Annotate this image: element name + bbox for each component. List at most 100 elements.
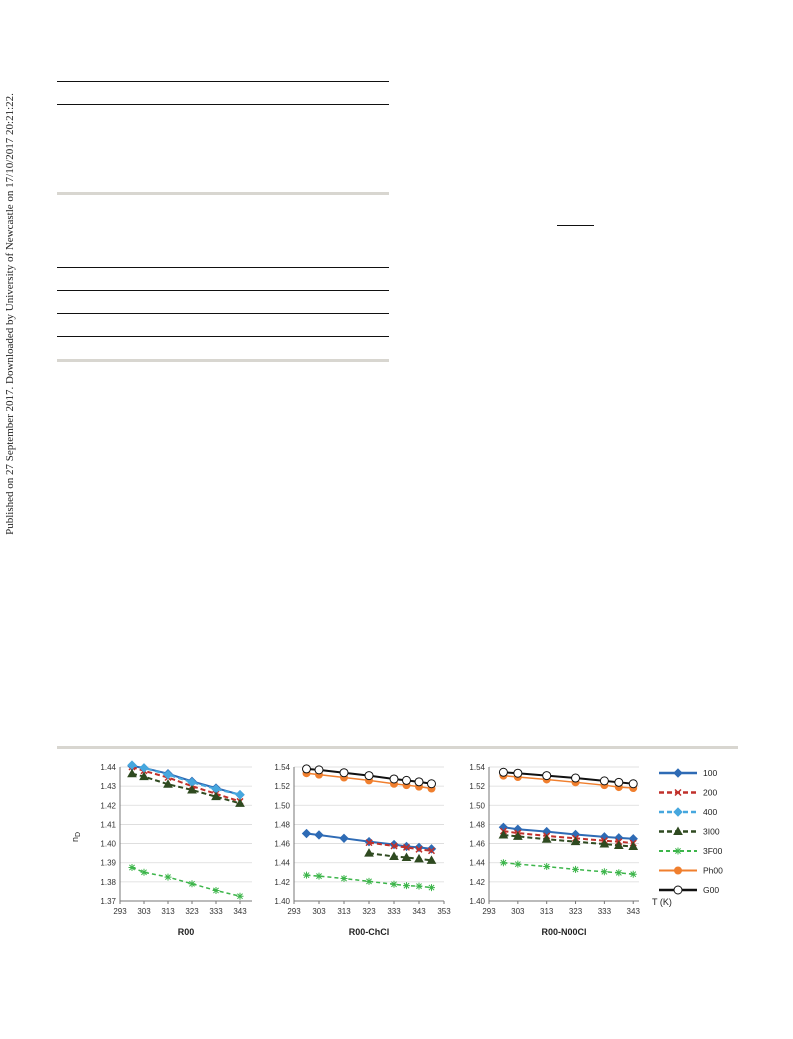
series-G00 [498,767,638,789]
series-line [131,766,241,803]
y-tick-label: 1.50 [469,801,485,810]
panel-2: 1.40 1.42 1.44 1.46 1.48 1.50 1.52 1.54 293 303 31… [274,763,451,937]
data-point [402,775,411,785]
legend-item-Ph00: Ph00 [659,866,723,876]
data-point [365,839,373,847]
y-tick-label: 1.40 [100,840,116,849]
legend-item-100: 100 [659,768,717,778]
legend-marker [673,807,683,817]
data-point [364,848,374,857]
data-point [140,868,148,876]
data-point [628,841,639,850]
y-tick-label: 1.40 [274,897,290,906]
data-point [498,829,509,839]
data-point [340,875,348,883]
series-3F00 [499,859,637,878]
legend-marker [674,847,682,855]
data-point [128,864,136,871]
data-point [401,852,412,861]
panel-1: 1.37 1.38 1.39 1.40 1.41 1.42 1.43 1.44 293 303 31… [100,760,252,937]
y-tick-label: 1.42 [100,801,116,810]
legend-item-3I00: 3I00 [659,826,720,837]
x-tick-label: 293 [482,907,496,916]
x-tick-label: 323 [569,907,583,916]
series-line [131,772,241,805]
legend-label: 400 [703,807,717,817]
data-point [235,790,245,800]
y-axis-label-main: n [70,837,80,842]
data-point [414,777,424,787]
legend: 100 200 400 3I00 3F00 Ph00 G00 [659,768,723,895]
series-200 [365,839,436,855]
data-point [427,779,436,789]
legend-label: G00 [703,885,719,895]
legend-label: 200 [703,788,717,798]
x-tick-label: 313 [337,907,351,916]
x-tick-label: 303 [312,907,326,916]
data-point [629,870,637,878]
table-rule [57,104,389,105]
data-point [301,828,312,839]
legend-marker [674,866,682,875]
y-axis-label-sub: D [75,832,82,837]
section-bar [57,192,389,195]
x-tick-label: 303 [511,907,525,916]
legend-marker [673,826,683,835]
legend-item-400: 400 [659,807,717,817]
data-point [600,868,608,876]
data-point [415,882,423,890]
legend-marker [674,788,682,797]
plots: 1.37 1.38 1.39 1.40 1.41 1.42 1.43 1.44 293 303 31… [100,760,640,937]
data-point [211,791,221,801]
data-point [212,886,220,894]
data-point [187,784,197,794]
legend-label: 100 [703,768,717,778]
data-point [164,873,172,881]
x-tick-label: 303 [137,907,151,916]
y-tick-label: 1.46 [469,840,485,849]
series-3I00 [364,848,437,864]
data-point [571,773,581,783]
series-3I00 [127,768,245,807]
data-point [314,830,324,840]
panel-3: 1.40 1.42 1.44 1.46 1.48 1.50 1.52 1.54 293 303 31… [469,763,640,937]
legend-item-G00: G00 [659,885,719,895]
x-tick-label: 333 [387,907,401,916]
data-point [615,869,623,877]
x-tick-label: 333 [598,907,612,916]
data-point [139,771,149,781]
data-point [236,892,244,900]
x-tick-label: 353 [437,907,451,916]
data-point [599,839,610,848]
data-point [188,880,196,888]
table-rule [57,290,389,291]
panel-title: R00-N00Cl [541,927,586,937]
data-point [428,884,435,892]
y-tick-label: 1.44 [100,763,116,772]
table-rule [57,81,389,82]
y-tick-label: 1.43 [100,782,116,791]
x-tick-label: 333 [209,907,223,916]
series-line [306,874,432,889]
y-tick-label: 1.41 [100,820,116,829]
data-point [414,853,424,863]
x-tick-label: 323 [185,907,199,916]
series-line [368,852,432,862]
data-point [163,769,173,780]
legend-item-200: 200 [659,788,717,798]
data-point [628,779,638,789]
data-point [127,768,137,778]
data-point [389,774,399,784]
x-tick-label: 293 [113,907,127,916]
figure-top-bar [57,746,738,749]
data-point [339,768,349,778]
data-point [542,771,552,781]
data-point [415,845,423,853]
data-point [427,847,436,855]
data-point [314,765,324,775]
y-tick-label: 1.37 [100,897,116,906]
series-line [368,841,432,852]
y-tick-label: 1.44 [469,859,485,868]
data-point [498,767,508,777]
